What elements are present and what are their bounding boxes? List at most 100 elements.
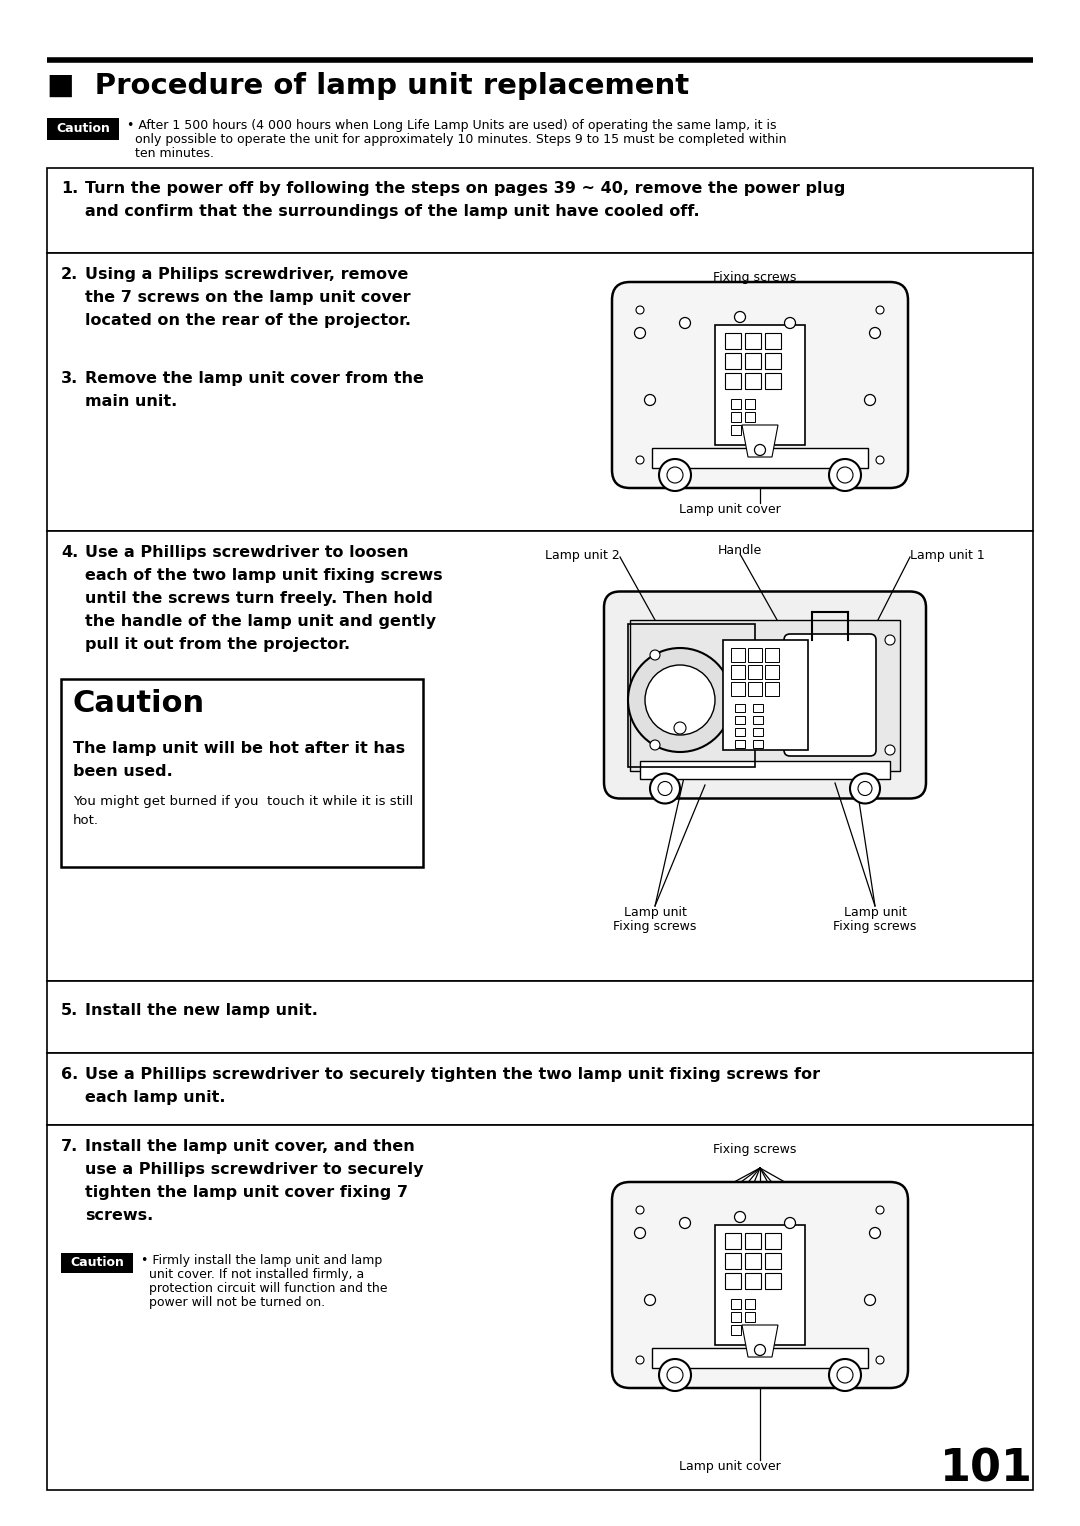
Bar xyxy=(734,728,744,736)
Text: • Firmly install the lamp unit and lamp: • Firmly install the lamp unit and lamp xyxy=(141,1254,382,1267)
Text: 6.: 6. xyxy=(60,1067,78,1082)
Bar xyxy=(765,353,781,369)
Bar xyxy=(753,716,762,723)
Bar xyxy=(745,372,761,389)
Circle shape xyxy=(650,740,660,749)
Bar xyxy=(765,372,781,389)
Circle shape xyxy=(864,395,876,406)
Circle shape xyxy=(659,459,691,491)
FancyBboxPatch shape xyxy=(784,633,876,755)
Bar xyxy=(725,1273,741,1289)
Bar xyxy=(48,531,1032,981)
Bar xyxy=(745,333,761,349)
Circle shape xyxy=(837,1367,853,1383)
Circle shape xyxy=(659,1360,691,1392)
Circle shape xyxy=(674,722,686,734)
Polygon shape xyxy=(742,426,778,456)
Circle shape xyxy=(885,635,895,645)
Text: ■  Procedure of lamp unit replacement: ■ Procedure of lamp unit replacement xyxy=(48,72,689,101)
Bar xyxy=(734,740,744,748)
Bar xyxy=(745,426,755,435)
Bar xyxy=(48,168,1032,253)
Bar xyxy=(725,1253,741,1270)
FancyBboxPatch shape xyxy=(612,282,908,488)
Text: 5.: 5. xyxy=(60,1003,78,1018)
Bar xyxy=(725,353,741,369)
Circle shape xyxy=(679,1218,690,1228)
Bar xyxy=(745,1325,755,1335)
Bar xyxy=(753,703,762,713)
Bar xyxy=(640,760,890,778)
Text: Use a Phillips screwdriver to loosen: Use a Phillips screwdriver to loosen xyxy=(85,545,408,560)
Circle shape xyxy=(636,1206,644,1215)
Circle shape xyxy=(869,1227,880,1239)
Bar xyxy=(747,682,761,696)
Circle shape xyxy=(858,781,872,795)
Text: 7.: 7. xyxy=(60,1138,78,1154)
Circle shape xyxy=(645,395,656,406)
Circle shape xyxy=(658,781,672,795)
Text: main unit.: main unit. xyxy=(85,394,177,409)
Bar xyxy=(731,1325,741,1335)
Circle shape xyxy=(850,774,880,804)
Text: Fixing screws: Fixing screws xyxy=(834,920,917,932)
Bar xyxy=(745,1253,761,1270)
Circle shape xyxy=(876,456,885,464)
Text: Caution: Caution xyxy=(56,122,110,136)
Circle shape xyxy=(755,1344,766,1355)
Bar xyxy=(753,740,762,748)
Circle shape xyxy=(636,456,644,464)
Circle shape xyxy=(650,774,680,804)
Text: Remove the lamp unit cover from the: Remove the lamp unit cover from the xyxy=(85,371,423,386)
FancyBboxPatch shape xyxy=(604,592,926,798)
Bar xyxy=(715,1225,805,1344)
Text: Lamp unit 1: Lamp unit 1 xyxy=(910,549,985,562)
Bar xyxy=(734,716,744,723)
Text: ten minutes.: ten minutes. xyxy=(127,146,214,160)
Circle shape xyxy=(627,649,732,752)
Bar xyxy=(765,1273,781,1289)
Circle shape xyxy=(679,317,690,328)
Bar xyxy=(747,649,761,662)
Text: Lamp unit cover: Lamp unit cover xyxy=(679,504,781,516)
Text: Lamp unit 2: Lamp unit 2 xyxy=(545,549,620,562)
Text: Use a Phillips screwdriver to securely tighten the two lamp unit fixing screws f: Use a Phillips screwdriver to securely t… xyxy=(85,1067,820,1082)
Circle shape xyxy=(667,1367,683,1383)
Bar xyxy=(60,1253,133,1273)
Bar xyxy=(753,728,762,736)
Text: and confirm that the surroundings of the lamp unit have cooled off.: and confirm that the surroundings of the… xyxy=(85,204,700,220)
Text: protection circuit will function and the: protection circuit will function and the xyxy=(141,1282,388,1296)
FancyBboxPatch shape xyxy=(612,1183,908,1389)
Text: Install the new lamp unit.: Install the new lamp unit. xyxy=(85,1003,318,1018)
Bar xyxy=(723,639,808,749)
Text: power will not be turned on.: power will not be turned on. xyxy=(141,1296,325,1309)
Text: screws.: screws. xyxy=(85,1209,153,1222)
Text: Lamp unit cover: Lamp unit cover xyxy=(679,1460,781,1473)
Bar xyxy=(730,649,744,662)
Text: each of the two lamp unit fixing screws: each of the two lamp unit fixing screws xyxy=(85,568,443,583)
Bar xyxy=(627,624,755,766)
Circle shape xyxy=(885,745,895,755)
Bar xyxy=(652,1347,868,1367)
Bar xyxy=(630,620,900,771)
Bar xyxy=(747,665,761,679)
Bar xyxy=(48,1125,1032,1489)
Text: Fixing screws: Fixing screws xyxy=(713,1143,797,1157)
Bar xyxy=(730,665,744,679)
Circle shape xyxy=(645,1294,656,1306)
Circle shape xyxy=(734,1212,745,1222)
Text: Lamp unit: Lamp unit xyxy=(843,906,906,919)
Bar xyxy=(765,1233,781,1248)
Text: Fixing screws: Fixing screws xyxy=(713,272,797,284)
Text: Using a Philips screwdriver, remove: Using a Philips screwdriver, remove xyxy=(85,267,408,282)
Text: Handle: Handle xyxy=(718,543,762,557)
Circle shape xyxy=(876,1206,885,1215)
Polygon shape xyxy=(742,1325,778,1357)
Circle shape xyxy=(837,467,853,484)
Bar xyxy=(48,1053,1032,1125)
Text: each lamp unit.: each lamp unit. xyxy=(85,1090,226,1105)
Bar xyxy=(745,1312,755,1322)
Text: located on the rear of the projector.: located on the rear of the projector. xyxy=(85,313,411,328)
Text: The lamp unit will be hot after it has: The lamp unit will be hot after it has xyxy=(73,742,405,755)
Text: Caution: Caution xyxy=(73,690,205,719)
